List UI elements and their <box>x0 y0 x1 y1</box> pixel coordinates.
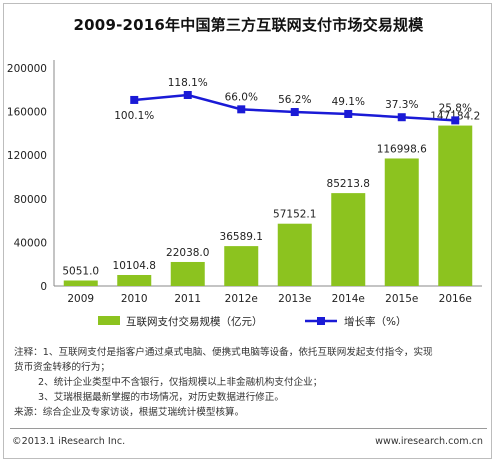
x-tick-label: 2012e <box>225 293 258 305</box>
footer-divider <box>10 428 487 429</box>
y-tick-label: 40000 <box>14 237 47 249</box>
note-line-2: 货币资金转移的行为； <box>14 362 110 373</box>
growth-value-label: 100.1% <box>114 110 154 122</box>
bar <box>438 125 473 287</box>
growth-value-label: 118.1% <box>168 77 208 89</box>
growth-point <box>451 116 460 125</box>
legend-label-line: 增长率（%） <box>344 315 406 328</box>
x-tick-label: 2009 <box>67 293 94 305</box>
legend-swatch-bar <box>98 316 120 325</box>
copyright-text: ©2013.1 iResearch Inc. <box>12 436 126 447</box>
legend-swatch-marker <box>317 317 325 325</box>
bar <box>117 274 152 286</box>
bar-value-label: 36589.1 <box>220 231 263 243</box>
bar-value-label: 116998.6 <box>377 143 427 155</box>
growth-value-label: 37.3% <box>385 99 418 111</box>
y-tick-label: 120000 <box>7 150 47 162</box>
x-tick-label: 2015e <box>385 293 418 305</box>
growth-point <box>130 95 139 104</box>
bar <box>170 261 205 286</box>
bar <box>384 158 419 286</box>
growth-value-label: 56.2% <box>278 94 311 106</box>
growth-value-label: 49.1% <box>332 96 365 108</box>
chart-title: 2009-2016年中国第三方互联网支付市场交易规模 <box>73 16 424 34</box>
y-tick-label: 200000 <box>7 63 47 75</box>
bar-value-label: 5051.0 <box>62 265 99 277</box>
website-text: www.iresearch.com.cn <box>375 436 483 447</box>
bar <box>224 246 259 286</box>
legend-label-bar: 互联网支付交易规模（亿元） <box>126 315 263 328</box>
growth-point <box>344 109 353 118</box>
notes-block: 注释：1、互联网支付是指客户通过桌式电脑、便携式电脑等设备，依托互联网发起支付指… <box>14 345 484 420</box>
x-tick-label: 2010 <box>121 293 148 305</box>
y-tick-label: 160000 <box>7 107 47 119</box>
note-line-1: 注释：1、互联网支付是指客户通过桌式电脑、便携式电脑等设备，依托互联网发起支付指… <box>14 347 433 358</box>
note-line-3: 2、统计企业类型中不含银行，仅指规模以上非金融机构支付企业； <box>38 377 323 388</box>
x-tick-label: 2014e <box>332 293 365 305</box>
bar-value-label: 10104.8 <box>113 260 156 272</box>
bar-value-label: 57152.1 <box>273 209 316 221</box>
growth-point <box>397 113 406 122</box>
growth-value-label: 25.8% <box>439 102 472 114</box>
growth-point <box>290 108 299 117</box>
x-tick-label: 2011 <box>174 293 201 305</box>
growth-point <box>183 91 192 99</box>
x-tick-label: 2013e <box>278 293 311 305</box>
bar-value-label: 22038.0 <box>166 247 209 259</box>
y-tick-label: 0 <box>40 281 47 293</box>
growth-value-label: 66.0% <box>225 91 258 103</box>
x-tick-label: 2016e <box>439 293 472 305</box>
bar-value-label: 85213.8 <box>327 178 370 190</box>
bar <box>63 280 98 286</box>
growth-point <box>237 105 246 114</box>
bar <box>331 193 366 286</box>
y-tick-label: 80000 <box>14 194 47 206</box>
source-line: 来源：综合企业及专家访谈，根据艾瑞统计模型核算。 <box>14 407 245 418</box>
note-line-4: 3、艾瑞根据最新掌握的市场情况，对历史数据进行修正。 <box>38 392 284 403</box>
bar <box>277 223 312 286</box>
